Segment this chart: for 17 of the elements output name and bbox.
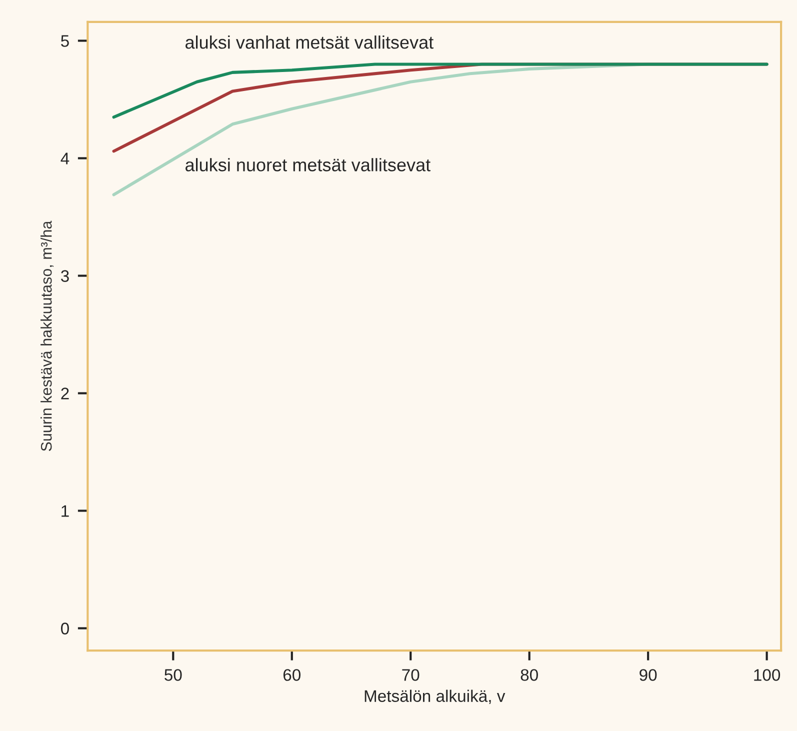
y-tick-label: 2 [61, 388, 69, 400]
y-tick-label: 0 [60, 622, 69, 634]
annotation: aluksi vanhat metsät vallitsevat [186, 36, 434, 49]
x-tick-label: 90 [640, 669, 657, 681]
x-axis-title: Metsälön alkuikä, v [364, 690, 506, 704]
x-tick-label: 70 [402, 669, 420, 681]
y-tick-label: 1 [62, 505, 69, 517]
x-tick-label: 100 [754, 669, 780, 681]
line-series [112, 62, 768, 119]
annotation: aluksi nuoret metsät vallitsevat [186, 158, 430, 172]
y-tick-label: 3 [60, 270, 69, 282]
x-tick-label: 60 [283, 669, 301, 681]
y-axis-title: Suurin kestävä hakkuutaso, m³/ha [40, 220, 54, 452]
x-tick-label: 50 [164, 669, 182, 681]
x-tick-label: 80 [520, 669, 538, 681]
y-tick-label: 4 [60, 152, 70, 164]
y-tick-label: 5 [61, 35, 69, 47]
